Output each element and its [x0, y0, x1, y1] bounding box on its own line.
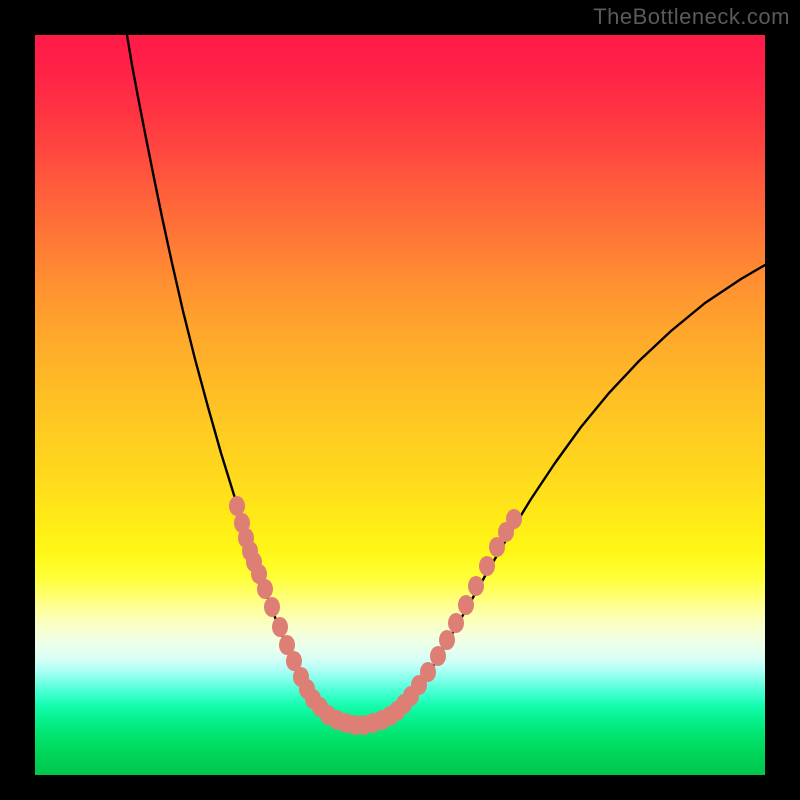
- marker-left: [264, 597, 280, 617]
- marker-right: [506, 509, 522, 529]
- marker-right: [458, 595, 474, 615]
- chart-svg: [35, 35, 765, 775]
- watermark-label: TheBottleneck.com: [593, 4, 790, 29]
- figure-container: TheBottleneck.com: [0, 0, 800, 800]
- marker-right: [468, 576, 484, 596]
- watermark-text: TheBottleneck.com: [593, 4, 790, 30]
- gradient-background: [35, 35, 765, 775]
- marker-left: [229, 496, 245, 516]
- marker-left: [272, 617, 288, 637]
- marker-right: [420, 662, 436, 682]
- marker-right: [479, 556, 495, 576]
- marker-right: [448, 613, 464, 633]
- marker-right: [439, 630, 455, 650]
- marker-left: [257, 579, 273, 599]
- plot-area: [35, 35, 765, 775]
